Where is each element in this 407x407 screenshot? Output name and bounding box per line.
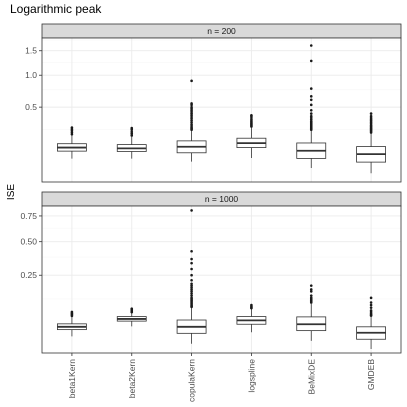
x-tick-label: BeMixDE bbox=[306, 359, 316, 395]
outlier-point bbox=[309, 284, 313, 287]
outlier-point bbox=[369, 112, 373, 115]
outlier-point bbox=[190, 278, 193, 282]
outlier-point bbox=[309, 87, 313, 90]
facet-strip-label: n = 1000 bbox=[205, 194, 239, 204]
boxplot-logspline bbox=[236, 113, 267, 158]
outlier-point bbox=[190, 249, 193, 253]
y-tick-label: 0.75 bbox=[20, 211, 37, 221]
facet-panel-2: n = 1000 0.25 0.50 0.75 bbox=[20, 191, 402, 354]
outlier-point bbox=[250, 303, 253, 307]
outlier-point bbox=[309, 112, 313, 115]
outlier-point bbox=[369, 303, 373, 307]
panel-background bbox=[42, 206, 401, 353]
outlier-point bbox=[190, 282, 193, 286]
outlier-point bbox=[190, 117, 193, 121]
outlier-point bbox=[190, 292, 193, 295]
outlier-point bbox=[309, 103, 313, 107]
outlier-point bbox=[190, 290, 193, 293]
panel-background bbox=[42, 38, 401, 182]
x-tick-label: copulaKern bbox=[187, 359, 197, 402]
outlier-point bbox=[190, 267, 193, 271]
x-tick-label: beta2Kern bbox=[127, 359, 137, 398]
outlier-point bbox=[70, 126, 74, 129]
boxplot-beta2Kern bbox=[116, 307, 147, 327]
boxplot-copulaKern bbox=[176, 79, 207, 162]
panel-border bbox=[41, 205, 402, 354]
facet-panels: n = 200 0.5 1.0 1.5 n = 1000 0.25 0.50 0.75 bbox=[20, 23, 402, 354]
outlier-point bbox=[190, 284, 193, 287]
outlier-point bbox=[309, 288, 313, 291]
outlier-point bbox=[190, 261, 193, 265]
outlier-point bbox=[369, 301, 373, 304]
y-tick-label: 0.50 bbox=[20, 237, 37, 247]
outlier-point bbox=[70, 310, 74, 314]
outlier-point bbox=[130, 126, 134, 130]
outlier-point bbox=[190, 288, 193, 291]
outlier-point bbox=[130, 307, 134, 311]
y-tick-label: 0.25 bbox=[20, 270, 37, 280]
outlier-point bbox=[130, 134, 134, 137]
outlier-point bbox=[309, 296, 313, 300]
outlier-point bbox=[190, 257, 193, 261]
outlier-point bbox=[309, 290, 313, 293]
outlier-point bbox=[190, 121, 193, 124]
outlier-point bbox=[309, 98, 313, 102]
outlier-point bbox=[190, 296, 193, 300]
boxplot-beta1Kern bbox=[57, 126, 87, 159]
boxplot-GMDEB bbox=[356, 112, 386, 174]
outlier-point bbox=[250, 113, 253, 117]
boxplot-BeMixDE bbox=[296, 44, 327, 169]
outlier-point bbox=[130, 130, 134, 134]
outlier-point bbox=[190, 119, 193, 122]
x-tick-label: GMDEB bbox=[366, 359, 376, 391]
outlier-point bbox=[190, 102, 193, 105]
outlier-point bbox=[369, 306, 373, 309]
y-axis-label: ISE bbox=[6, 184, 17, 200]
y-tick-label: 1.5 bbox=[25, 46, 37, 56]
boxplot-beta1Kern bbox=[57, 310, 87, 337]
outlier-point bbox=[309, 118, 313, 122]
outlier-point bbox=[190, 123, 193, 126]
outlier-point bbox=[369, 309, 373, 312]
outlier-point bbox=[309, 44, 313, 47]
outlier-point bbox=[309, 120, 313, 123]
outlier-point bbox=[309, 108, 313, 112]
outlier-point bbox=[190, 209, 193, 212]
outlier-point bbox=[190, 79, 193, 83]
x-tick-label: beta1Kern bbox=[67, 359, 77, 398]
boxplot-logspline bbox=[236, 303, 267, 333]
chart-title: Logarithmic peak bbox=[10, 2, 102, 16]
boxplot-BeMixDE bbox=[296, 284, 327, 341]
outlier-point bbox=[250, 118, 253, 122]
y-tick-label: 0.5 bbox=[25, 102, 37, 112]
x-axis: beta1Kern beta2Kern copulaKern logspline BeM… bbox=[67, 353, 376, 402]
panel-border bbox=[41, 37, 402, 183]
boxplot-copulaKern bbox=[176, 209, 207, 344]
y-tick-label: 1.0 bbox=[25, 70, 37, 80]
facet-panel-1: n = 200 0.5 1.0 1.5 bbox=[25, 23, 402, 183]
outlier-point bbox=[190, 105, 193, 109]
facet-strip-label: n = 200 bbox=[207, 26, 236, 36]
outlier-point bbox=[369, 296, 373, 300]
outlier-point bbox=[309, 114, 313, 118]
outlier-point bbox=[369, 114, 373, 118]
outlier-point bbox=[309, 95, 313, 98]
boxplot-beta2Kern bbox=[116, 126, 147, 159]
outlier-point bbox=[309, 59, 313, 63]
outlier-point bbox=[190, 273, 193, 277]
outlier-point bbox=[190, 294, 193, 297]
x-tick-label: logspline bbox=[246, 359, 256, 393]
outlier-point bbox=[309, 294, 313, 297]
boxplot-GMDEB bbox=[356, 296, 386, 349]
outlier-point bbox=[190, 286, 193, 289]
